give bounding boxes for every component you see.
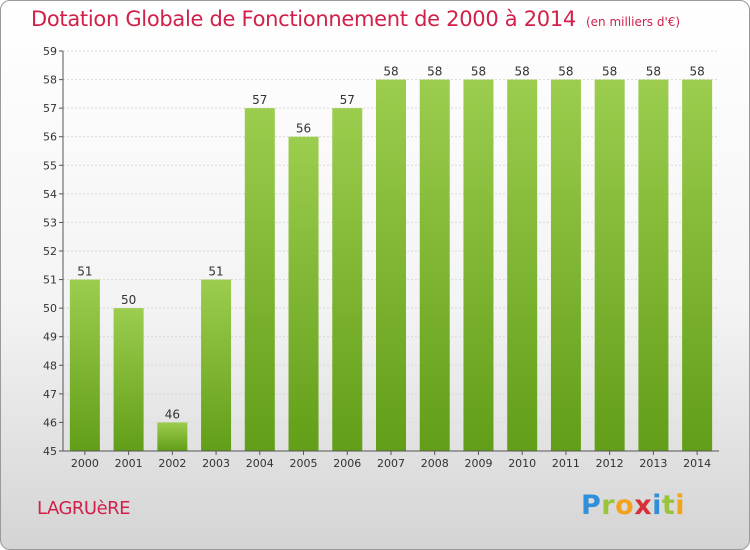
x-tick-label: 2014 xyxy=(683,457,711,470)
chart-title-text: Dotation Globale de Fonctionnement de 20… xyxy=(31,7,576,31)
x-tick-label: 2006 xyxy=(333,457,361,470)
logo-letter: t xyxy=(661,490,676,521)
bar xyxy=(594,79,625,452)
y-tick-label: 56 xyxy=(43,131,57,144)
x-tick-label: 2000 xyxy=(71,457,99,470)
logo-letter: i xyxy=(675,490,686,521)
y-tick-label: 57 xyxy=(43,102,57,115)
bar xyxy=(463,79,494,452)
data-label: 58 xyxy=(515,65,530,79)
y-tick-label: 53 xyxy=(43,216,57,229)
data-label: 46 xyxy=(165,407,180,421)
y-tick-label: 51 xyxy=(43,274,57,287)
y-tick-label: 50 xyxy=(43,302,57,315)
logo-letter: r xyxy=(601,490,616,521)
bar xyxy=(288,136,319,451)
bars xyxy=(69,79,713,452)
bar xyxy=(550,79,581,452)
data-label: 58 xyxy=(646,65,661,79)
bar xyxy=(201,279,232,451)
y-tick-label: 49 xyxy=(43,331,57,344)
data-label: 50 xyxy=(121,293,136,307)
data-label: 56 xyxy=(296,122,311,136)
x-tick-label: 2003 xyxy=(202,457,230,470)
y-tick-label: 46 xyxy=(43,416,57,429)
x-tick-label: 2002 xyxy=(158,457,186,470)
chart-title: Dotation Globale de Fonctionnement de 20… xyxy=(31,7,680,31)
data-label: 58 xyxy=(427,65,442,79)
x-tick-label: 2008 xyxy=(421,457,449,470)
y-tick-label: 55 xyxy=(43,159,57,172)
bar xyxy=(682,79,713,452)
bar xyxy=(507,79,538,452)
data-label: 58 xyxy=(689,65,704,79)
logo-letter: x xyxy=(634,490,653,521)
bar xyxy=(419,79,450,452)
x-tick-label: 2011 xyxy=(552,457,580,470)
y-tick-label: 58 xyxy=(43,74,57,87)
y-tick-label: 54 xyxy=(43,188,57,201)
data-label: 57 xyxy=(340,93,355,107)
bar xyxy=(113,308,144,451)
y-tick-label: 45 xyxy=(43,445,57,458)
x-tick-label: 2007 xyxy=(377,457,405,470)
x-tick-label: 2012 xyxy=(596,457,624,470)
x-tick-label: 2005 xyxy=(290,457,318,470)
x-tick-label: 2001 xyxy=(115,457,143,470)
commune-name: LAGRUèRE xyxy=(37,498,131,519)
bar xyxy=(157,422,188,451)
y-tick-label: 52 xyxy=(43,245,57,258)
bar xyxy=(244,108,275,452)
proxiti-logo: Proxiti xyxy=(581,490,685,521)
y-tick-label: 59 xyxy=(43,45,57,58)
axes xyxy=(59,50,719,455)
y-tick-label: 48 xyxy=(43,359,57,372)
data-label: 57 xyxy=(252,93,267,107)
data-label: 51 xyxy=(77,265,92,279)
data-label: 58 xyxy=(383,65,398,79)
y-tick-label: 47 xyxy=(43,388,57,401)
bar xyxy=(332,108,363,452)
logo-letter: o xyxy=(615,490,635,521)
bar xyxy=(69,279,100,451)
data-label: 51 xyxy=(208,265,223,279)
labels: 45 46 47 48 49 50 51 52 53 54 55 56 57 58 59 51 2000 50 20… xyxy=(43,45,711,470)
bar xyxy=(376,79,406,452)
chart-unit: (en milliers d'€) xyxy=(585,15,681,29)
x-tick-label: 2010 xyxy=(508,457,536,470)
x-tick-label: 2004 xyxy=(246,457,274,470)
logo-letter: P xyxy=(581,490,602,521)
data-label: 58 xyxy=(602,65,617,79)
x-tick-label: 2009 xyxy=(464,457,492,470)
x-tick-label: 2013 xyxy=(639,457,667,470)
data-label: 58 xyxy=(558,65,573,79)
data-label: 58 xyxy=(471,65,486,79)
logo-letter: i xyxy=(652,490,662,521)
bar xyxy=(638,79,669,452)
